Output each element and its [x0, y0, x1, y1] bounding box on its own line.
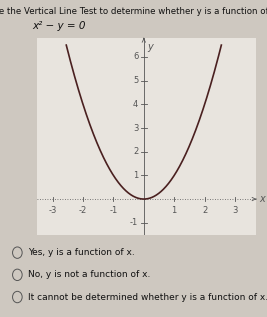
- Text: 2: 2: [133, 147, 138, 156]
- Text: 2: 2: [202, 206, 207, 215]
- Text: -3: -3: [48, 206, 57, 215]
- Text: 3: 3: [232, 206, 238, 215]
- Text: y: y: [147, 42, 153, 52]
- Text: Yes, y is a function of x.: Yes, y is a function of x.: [28, 248, 135, 257]
- Text: -2: -2: [79, 206, 87, 215]
- Text: -1: -1: [109, 206, 117, 215]
- Text: 1: 1: [133, 171, 138, 180]
- Text: 6: 6: [133, 53, 138, 61]
- Text: 1: 1: [172, 206, 177, 215]
- Text: 5: 5: [133, 76, 138, 85]
- Text: x² − y = 0: x² − y = 0: [32, 21, 85, 31]
- Text: x: x: [259, 194, 265, 204]
- Text: It cannot be determined whether y is a function of x.: It cannot be determined whether y is a f…: [28, 293, 267, 301]
- Text: 3: 3: [133, 124, 138, 133]
- Text: -1: -1: [130, 218, 138, 227]
- Text: Use the Vertical Line Test to determine whether y is a function of x.: Use the Vertical Line Test to determine …: [0, 7, 267, 16]
- Text: 4: 4: [133, 100, 138, 109]
- Text: No, y is not a function of x.: No, y is not a function of x.: [28, 270, 150, 279]
